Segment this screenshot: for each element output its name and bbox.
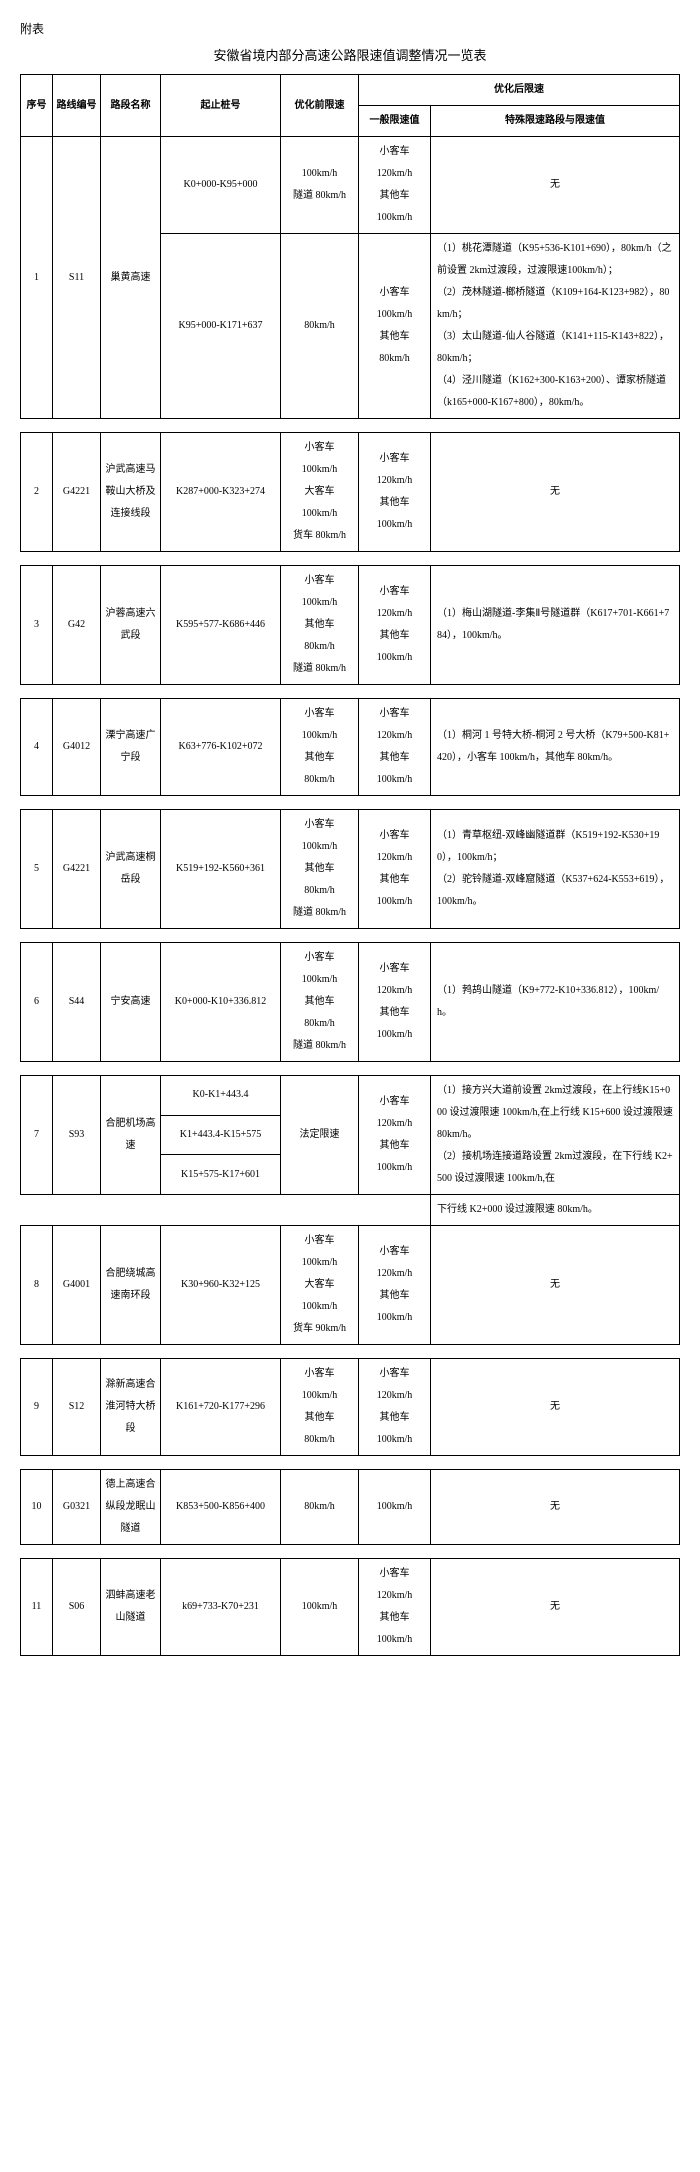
cell-special: 无 <box>431 433 680 552</box>
page-title: 安徽省境内部分高速公路限速值调整情况一览表 <box>20 45 680 64</box>
cell-seq: 10 <box>21 1470 53 1545</box>
cell-stake: K63+776-K102+072 <box>161 699 281 796</box>
cell-before: 小客车100km/h其他车80km/h隧道 80km/h <box>281 810 359 929</box>
cell-name: 沪武高速桐岳段 <box>101 810 161 929</box>
cell-name: 巢黄高速 <box>101 137 161 419</box>
cell-name: 德上高速合纵段龙眠山隧道 <box>101 1470 161 1545</box>
cell-stake: K30+960-K32+125 <box>161 1226 281 1345</box>
cell-name: 沪武高速马鞍山大桥及连接线段 <box>101 433 161 552</box>
cell-before: 小客车100km/h其他车80km/h隧道 80km/h <box>281 566 359 685</box>
cell-name: 溧宁高速广宁段 <box>101 699 161 796</box>
cell-before: 小客车100km/h大客车100km/h货车 80km/h <box>281 433 359 552</box>
cell-general: 小客车120km/h其他车100km/h <box>359 943 431 1062</box>
cell-stake: k69+733-K70+231 <box>161 1559 281 1656</box>
cell-general: 小客车120km/h其他车100km/h <box>359 433 431 552</box>
cell-general: 小客车120km/h其他车100km/h <box>359 810 431 929</box>
cell-before: 小客车100km/h其他车80km/h隧道 80km/h <box>281 943 359 1062</box>
cell-stake: K0+000-K95+000 <box>161 137 281 234</box>
cell-general: 小客车120km/h其他车100km/h <box>359 699 431 796</box>
header-stake: 起止桩号 <box>161 75 281 137</box>
cell-general: 小客车100km/h其他车80km/h <box>359 234 431 419</box>
cell-special: （1）桃花潭隧道（K95+536-K101+690），80km/h（之前设置 2… <box>431 234 680 419</box>
header-after: 优化后限速 <box>359 75 680 106</box>
cell-seq: 1 <box>21 137 53 419</box>
cell-general: 小客车120km/h其他车100km/h <box>359 1559 431 1656</box>
cell-code: G4012 <box>53 699 101 796</box>
cell-special: 无 <box>431 1559 680 1656</box>
cell-before: 100km/h <box>281 1559 359 1656</box>
cell-before: 80km/h <box>281 1470 359 1545</box>
cell-before: 小客车100km/h大客车100km/h货车 90km/h <box>281 1226 359 1345</box>
cell-code: G4221 <box>53 810 101 929</box>
cell-stake: K15+575-K17+601 <box>161 1155 281 1195</box>
cell-general: 100km/h <box>359 1470 431 1545</box>
cell-name: 宁安高速 <box>101 943 161 1062</box>
cell-code: S11 <box>53 137 101 419</box>
cell-stake: K1+443.4-K15+575 <box>161 1115 281 1155</box>
cell-seq: 8 <box>21 1226 53 1345</box>
header-special: 特殊限速路段与限速值 <box>431 106 680 137</box>
cell-seq: 5 <box>21 810 53 929</box>
cell-seq: 2 <box>21 433 53 552</box>
cell-special: 无 <box>431 1359 680 1456</box>
cell-stake: K595+577-K686+446 <box>161 566 281 685</box>
cell-stake: K0-K1+443.4 <box>161 1076 281 1116</box>
cell-before: 100km/h隧道 80km/h <box>281 137 359 234</box>
header-before: 优化前限速 <box>281 75 359 137</box>
cell-stake: K0+000-K10+336.812 <box>161 943 281 1062</box>
cell-seq: 11 <box>21 1559 53 1656</box>
cell-seq: 4 <box>21 699 53 796</box>
cell-seq: 3 <box>21 566 53 685</box>
cell-code: G0321 <box>53 1470 101 1545</box>
cell-code: S93 <box>53 1076 101 1195</box>
cell-general: 小客车120km/h其他车100km/h <box>359 1359 431 1456</box>
cell-special: （1）鹁鸪山隧道（K9+772-K10+336.812），100km/h。 <box>431 943 680 1062</box>
cell-name: 沪蓉高速六武段 <box>101 566 161 685</box>
cell-code: G4221 <box>53 433 101 552</box>
cell-special: 无 <box>431 1226 680 1345</box>
cell-special-extra: 下行线 K2+000 设过渡限速 80km/h。 <box>431 1195 680 1226</box>
cell-code: S12 <box>53 1359 101 1456</box>
header-name: 路段名称 <box>101 75 161 137</box>
cell-code: S06 <box>53 1559 101 1656</box>
cell-special: （1）桐河 1 号特大桥-桐河 2 号大桥（K79+500-K81+420），小… <box>431 699 680 796</box>
attachment-label: 附表 <box>20 20 680 37</box>
cell-seq: 7 <box>21 1076 53 1195</box>
cell-general: 小客车120km/h其他车100km/h <box>359 1226 431 1345</box>
cell-stake: K287+000-K323+274 <box>161 433 281 552</box>
cell-general: 小客车120km/h其他车100km/h <box>359 137 431 234</box>
cell-stake: K519+192-K560+361 <box>161 810 281 929</box>
cell-name: 合肥机场高速 <box>101 1076 161 1195</box>
cell-special: （1）青草枢纽-双峰幽隧道群（K519+192-K530+190），100km/… <box>431 810 680 929</box>
cell-seq: 9 <box>21 1359 53 1456</box>
cell-name: 合肥绕城高速南环段 <box>101 1226 161 1345</box>
cell-seq: 6 <box>21 943 53 1062</box>
cell-stake: K161+720-K177+296 <box>161 1359 281 1456</box>
cell-general: 小客车120km/h其他车100km/h <box>359 1076 431 1195</box>
cell-before: 80km/h <box>281 234 359 419</box>
speed-limit-table: 序号 路线编号 路段名称 起止桩号 优化前限速 优化后限速 一般限速值 特殊限速… <box>20 74 680 1656</box>
cell-name: 滁新高速合淮河特大桥段 <box>101 1359 161 1456</box>
header-code: 路线编号 <box>53 75 101 137</box>
header-general: 一般限速值 <box>359 106 431 137</box>
cell-code: G4001 <box>53 1226 101 1345</box>
cell-stake: K853+500-K856+400 <box>161 1470 281 1545</box>
header-seq: 序号 <box>21 75 53 137</box>
cell-special: 无 <box>431 137 680 234</box>
cell-special: （1）梅山湖隧道-李集Ⅱ号隧道群（K617+701-K661+784），100k… <box>431 566 680 685</box>
cell-special: （1）接方兴大道前设置 2km过渡段，在上行线K15+000 设过渡限速 100… <box>431 1076 680 1195</box>
cell-before: 小客车100km/h其他车80km/h <box>281 699 359 796</box>
cell-special: 无 <box>431 1470 680 1545</box>
cell-stake: K95+000-K171+637 <box>161 234 281 419</box>
cell-general: 小客车120km/h其他车100km/h <box>359 566 431 685</box>
cell-code: G42 <box>53 566 101 685</box>
cell-code: S44 <box>53 943 101 1062</box>
cell-before: 小客车100km/h其他车80km/h <box>281 1359 359 1456</box>
cell-before: 法定限速 <box>281 1076 359 1195</box>
cell-name: 泗蚌高速老山隧道 <box>101 1559 161 1656</box>
